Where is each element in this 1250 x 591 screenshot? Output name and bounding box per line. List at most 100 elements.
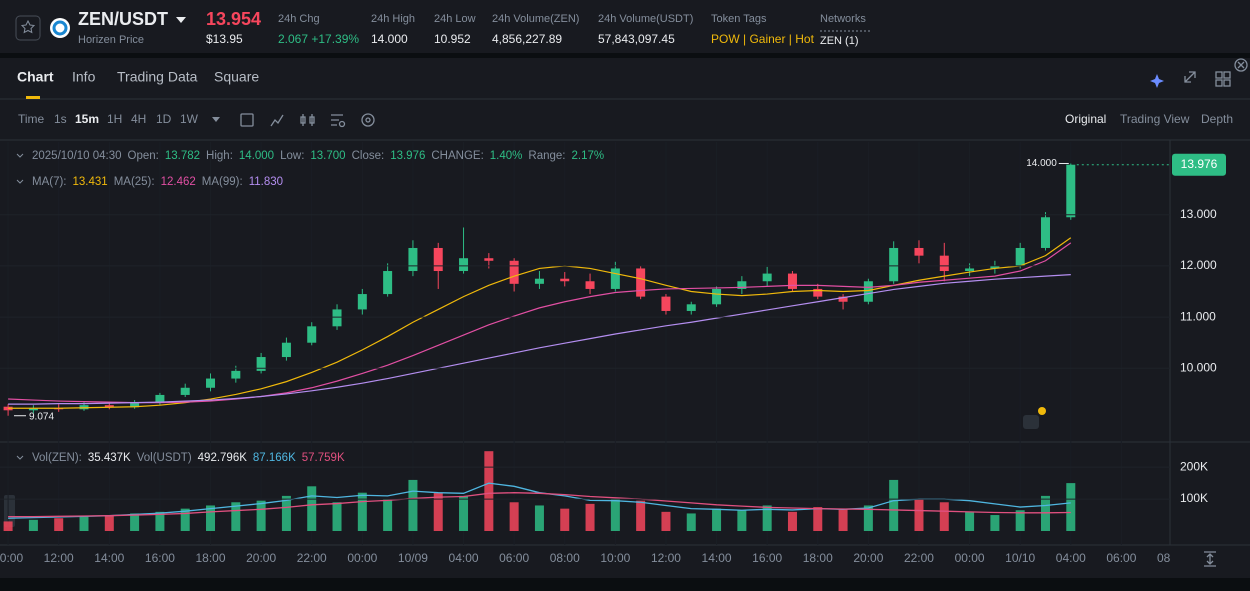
x-tick-label: 04:00 — [1056, 551, 1086, 565]
volume-bar — [484, 451, 494, 531]
volume-bar — [130, 513, 140, 531]
candle-body — [762, 273, 772, 282]
x-tick-label: 20:00 — [853, 551, 883, 565]
ai-icon[interactable] — [1150, 74, 1164, 88]
interval[interactable]: 4H — [131, 112, 146, 126]
candle-body — [459, 258, 469, 272]
low-label: 9.074 — [29, 411, 54, 422]
chart-panel — [0, 58, 1250, 578]
x-tick-label: 10/10 — [1005, 551, 1035, 565]
view-option[interactable]: Original — [1065, 112, 1106, 126]
interval[interactable]: 1s — [54, 112, 67, 126]
volume-bar — [1066, 483, 1076, 531]
volume-bar — [712, 508, 722, 531]
volume-bar — [939, 502, 949, 531]
x-tick-label: 20:00 — [246, 551, 276, 565]
volume-bar — [787, 511, 797, 531]
candle-body — [610, 268, 620, 289]
interval[interactable]: 1D — [156, 112, 172, 126]
stat-label: 24h Chg — [278, 13, 320, 25]
legend-text: MA(7): — [32, 176, 67, 188]
volume-bar — [357, 492, 367, 531]
x-tick-label: 08:00 — [550, 551, 580, 565]
candle-body — [28, 408, 38, 411]
candle-body — [1040, 217, 1050, 248]
x-tick-label: 16:00 — [752, 551, 782, 565]
favorite-button[interactable] — [15, 15, 41, 41]
volume-bar — [560, 508, 570, 531]
candle-body — [661, 296, 671, 311]
legend-text: Range: — [528, 150, 565, 162]
candle-body — [231, 370, 241, 379]
x-tick-label: 10:00 — [600, 551, 630, 565]
tab[interactable]: Chart — [17, 69, 54, 85]
high-label: 14.000 — [1026, 158, 1057, 169]
legend-text: 1.40% — [490, 150, 523, 162]
pair-subtitle: Horizen Price — [78, 34, 144, 46]
candle-body — [408, 247, 418, 272]
pane-handle[interactable] — [4, 495, 15, 527]
candle-body — [712, 288, 722, 305]
stat-value: 10.952 — [434, 32, 471, 46]
volume-bar — [231, 502, 241, 531]
volume-bar — [813, 507, 823, 531]
note-icon[interactable] — [1023, 415, 1039, 429]
stat-value: 14.000 — [371, 32, 408, 46]
legend-text: 13.976 — [390, 150, 425, 162]
legend-text: 11.830 — [249, 176, 283, 188]
legend-caret — [16, 179, 24, 184]
candle-body — [433, 247, 443, 272]
tab[interactable]: Info — [72, 69, 96, 85]
candle-body — [939, 255, 949, 272]
candle-body — [636, 268, 646, 297]
tab[interactable]: Square — [214, 69, 259, 85]
y-tick-label: 100K — [1180, 491, 1208, 505]
y-tick-label: 10.000 — [1180, 360, 1217, 374]
candle-body — [155, 394, 165, 403]
y-tick-label: 11.000 — [1180, 309, 1216, 323]
legend-text: Low: — [280, 150, 304, 162]
interval[interactable]: 1W — [180, 112, 199, 126]
pair-dropdown[interactable] — [176, 17, 186, 23]
x-tick-label: 04:00 — [449, 551, 479, 565]
volume-bar — [1015, 510, 1025, 531]
tab[interactable]: Trading Data — [117, 69, 198, 85]
x-tick-label: 10:00 — [0, 551, 23, 565]
networks: ZEN (1) — [820, 35, 859, 47]
legend-text: 2.17% — [571, 150, 604, 162]
last-price-tag-text: 13.976 — [1181, 157, 1218, 171]
volume-bar — [332, 502, 342, 531]
x-tick-label: 12:00 — [44, 551, 74, 565]
candle-body — [281, 342, 291, 358]
volume-bar — [256, 500, 266, 531]
toolbar-icons[interactable] — [240, 58, 1248, 567]
x-tick-label: 12:00 — [651, 551, 681, 565]
volume-bar — [863, 505, 873, 531]
view-option[interactable]: Depth — [1201, 112, 1233, 126]
candle-body — [206, 378, 216, 388]
y-tick-label: 12.000 — [1180, 258, 1217, 272]
legend-text: 87.166K — [253, 452, 296, 464]
x-tick-label: 16:00 — [145, 551, 175, 565]
interval[interactable]: Time — [18, 112, 45, 126]
x-tick-label: 08:00 — [1157, 551, 1187, 565]
interval-dropdown[interactable] — [212, 117, 220, 122]
interval[interactable]: 1H — [107, 112, 122, 126]
y-tick-label: 200K — [1180, 459, 1208, 473]
volume-bar — [307, 486, 317, 531]
legend-text: 12.462 — [161, 176, 196, 188]
legend-text: Close: — [352, 150, 385, 162]
candle-body — [585, 281, 595, 289]
volume-bar — [54, 518, 64, 531]
legend-text: 13.431 — [73, 176, 108, 188]
x-tick-label: 22:00 — [904, 551, 934, 565]
view-option[interactable]: Trading View — [1120, 112, 1190, 126]
y-tick-label: 13.000 — [1180, 207, 1217, 221]
interval[interactable]: 15m — [75, 112, 99, 126]
last-price-usd: $13.95 — [206, 32, 243, 46]
volume-bar — [965, 511, 975, 531]
stat-value: 4,856,227.89 — [492, 32, 562, 46]
tags-label: Token Tags — [711, 13, 767, 25]
candle-body — [914, 247, 924, 256]
